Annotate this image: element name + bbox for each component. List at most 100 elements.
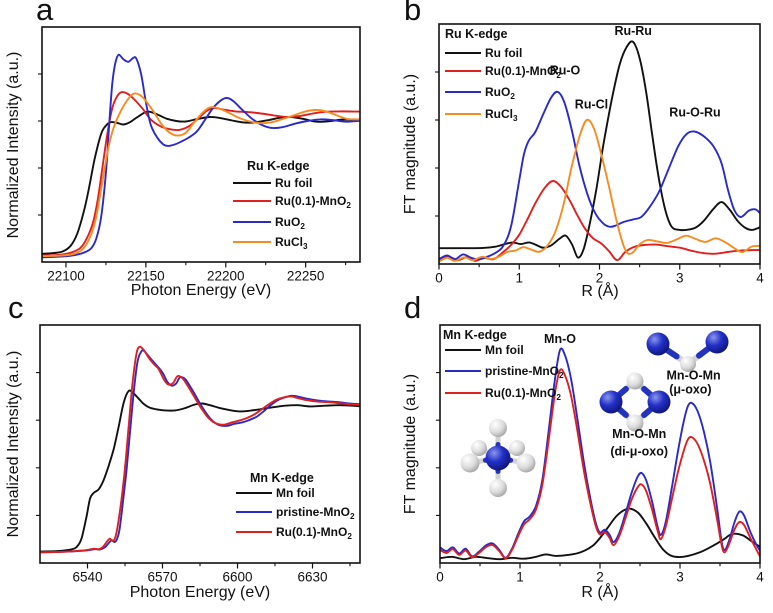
x-tick-label: 6600	[222, 570, 252, 585]
x-tick-label: 1	[516, 570, 524, 585]
x-tick-label: 0	[435, 271, 443, 286]
annotation-mn-o-mn: Mn-O-Mn	[667, 369, 721, 383]
svg-text:RuO2: RuO2	[485, 85, 515, 101]
annotation-ru-cl: Ru-Cl	[575, 97, 608, 111]
svg-text:Ru foil: Ru foil	[485, 46, 522, 60]
molecule-mu-oxo-bent	[646, 330, 729, 372]
x-tick-label: 1	[515, 271, 523, 286]
mn-atom	[599, 390, 623, 414]
series-ruo2-b	[439, 90, 760, 261]
x-tick-label: 22150	[127, 269, 165, 284]
yaxis-label-a: Normalized Intensity (a.u.)	[5, 51, 22, 239]
svg-text:RuCl3: RuCl3	[275, 235, 308, 251]
molecule-mno6-octahedron	[460, 419, 536, 497]
svg-text:Mn foil: Mn foil	[276, 486, 315, 500]
series-ru-0-1-mno2-d	[440, 368, 760, 560]
x-ticks-c: 6540 6570 6600 6630	[72, 563, 351, 585]
panel-letter-b: b	[404, 0, 422, 27]
yaxis-label-b: FT magnitude (a.u.)	[402, 73, 419, 215]
x-tick-label: 0	[436, 570, 444, 585]
series-mn-foil-c	[40, 389, 360, 553]
series-rucl3-a	[42, 92, 360, 258]
x-tick-label: 22250	[287, 269, 325, 284]
o-atom	[680, 356, 696, 372]
x-tick-label: 22200	[207, 269, 245, 284]
svg-text:Ru(0.1)-MnO2: Ru(0.1)-MnO2	[485, 386, 561, 402]
annotation--di-oxo-: (di-μ-oxo)	[610, 444, 668, 458]
o-atom	[509, 440, 525, 456]
annotation-ru-o-ru: Ru-O-Ru	[669, 105, 720, 119]
x-tick-label: 4	[756, 570, 764, 585]
svg-text:Ru K-edge: Ru K-edge	[247, 159, 310, 173]
legend-a: Ru K-edge Ru foil Ru(0.1)-MnO2 RuO2 RuCl3	[233, 159, 351, 251]
x-tick-label: 2	[596, 570, 604, 585]
molecule-di-mu-oxo-rhombus	[599, 372, 671, 432]
yaxis-label-c: Normalized Intensity (a.u.)	[5, 350, 22, 538]
x-tick-label: 6570	[147, 570, 177, 585]
svg-text:Mn K-edge: Mn K-edge	[250, 471, 314, 485]
mn-atom	[705, 330, 729, 354]
svg-text:Ru(0.1)-MnO2: Ru(0.1)-MnO2	[275, 194, 351, 210]
series-rucl3-b	[439, 118, 760, 263]
panel-b: 0 1 2 3 4 Ru K-edge Ru foil Ru(0.1)-MnO2 RuO2 RuC…	[435, 23, 764, 286]
o-atom	[489, 419, 507, 437]
yaxis-label-d: FT magnitude (a.u.)	[402, 373, 419, 515]
plot-area-a	[42, 27, 360, 262]
x-tick-label: 22100	[47, 269, 85, 284]
o-atom	[626, 414, 644, 432]
o-atom	[460, 453, 480, 473]
x-tick-label: 6630	[297, 570, 327, 585]
plot-area-d	[440, 325, 760, 563]
series-ru-0-1-mno2-c	[40, 345, 360, 554]
series-mn-foil-d	[440, 507, 760, 561]
svg-text:Mn foil: Mn foil	[485, 343, 524, 357]
x-tick-label: 2	[596, 271, 604, 286]
xaxis-label-b: R (Å)	[581, 283, 619, 300]
o-atom	[489, 479, 507, 497]
mn-atom	[647, 390, 671, 414]
o-atom	[471, 440, 487, 456]
svg-text:RuCl3: RuCl3	[485, 107, 518, 123]
o-atom	[626, 372, 644, 390]
annotation--oxo-: (μ-oxo)	[669, 382, 711, 396]
svg-text:pristine-MnO2: pristine-MnO2	[485, 364, 564, 380]
mn-atom	[485, 445, 511, 471]
series-ru-foil-b	[439, 40, 760, 259]
panel-letter-a: a	[36, 0, 54, 27]
svg-text:Mn K-edge: Mn K-edge	[443, 328, 507, 342]
plot-area-c	[40, 325, 360, 563]
axes-box-a	[41, 26, 361, 263]
panel-a: 22100 22150 22200 22250 Ru K-edge Ru foil Ru(0…	[38, 26, 361, 284]
annotation-ru-ru: Ru-Ru	[614, 24, 652, 38]
x-tick-label: 4	[756, 271, 764, 286]
svg-text:Ru(0.1)-MnO2: Ru(0.1)-MnO2	[276, 525, 352, 541]
panel-letter-c: c	[8, 290, 24, 325]
series-ruo2-a	[42, 53, 360, 259]
x-tick-label: 6540	[72, 570, 102, 585]
xaxis-label-a: Photon Energy (eV)	[130, 282, 272, 299]
annotation-ru-o: Ru-O	[550, 63, 581, 77]
x-ticks-d: 0 1 2 3 4	[436, 563, 764, 585]
x-tick-label: 3	[676, 271, 684, 286]
legend-b: Ru K-edge Ru foil Ru(0.1)-MnO2 RuO2 RuCl3	[445, 27, 561, 123]
svg-text:Ru foil: Ru foil	[275, 176, 312, 190]
annotation-mn-o-mn: Mn-O-Mn	[612, 427, 666, 441]
xaxis-label-d: R (Å)	[581, 584, 619, 601]
x-ticks-b: 0 1 2 3 4	[435, 264, 764, 286]
mn-atom	[646, 332, 670, 356]
x-tick-label: 3	[676, 570, 684, 585]
svg-text:RuO2: RuO2	[275, 215, 305, 231]
x-ticks-a: 22100 22150 22200 22250	[47, 262, 347, 284]
annotation-mn-o: Mn-O	[544, 332, 576, 346]
panel-letter-d: d	[404, 290, 422, 325]
o-atom	[516, 453, 536, 473]
xaxis-label-c: Photon Energy (eV)	[129, 584, 271, 601]
svg-text:pristine-MnO2: pristine-MnO2	[276, 505, 355, 521]
svg-text:Ru K-edge: Ru K-edge	[445, 27, 508, 41]
